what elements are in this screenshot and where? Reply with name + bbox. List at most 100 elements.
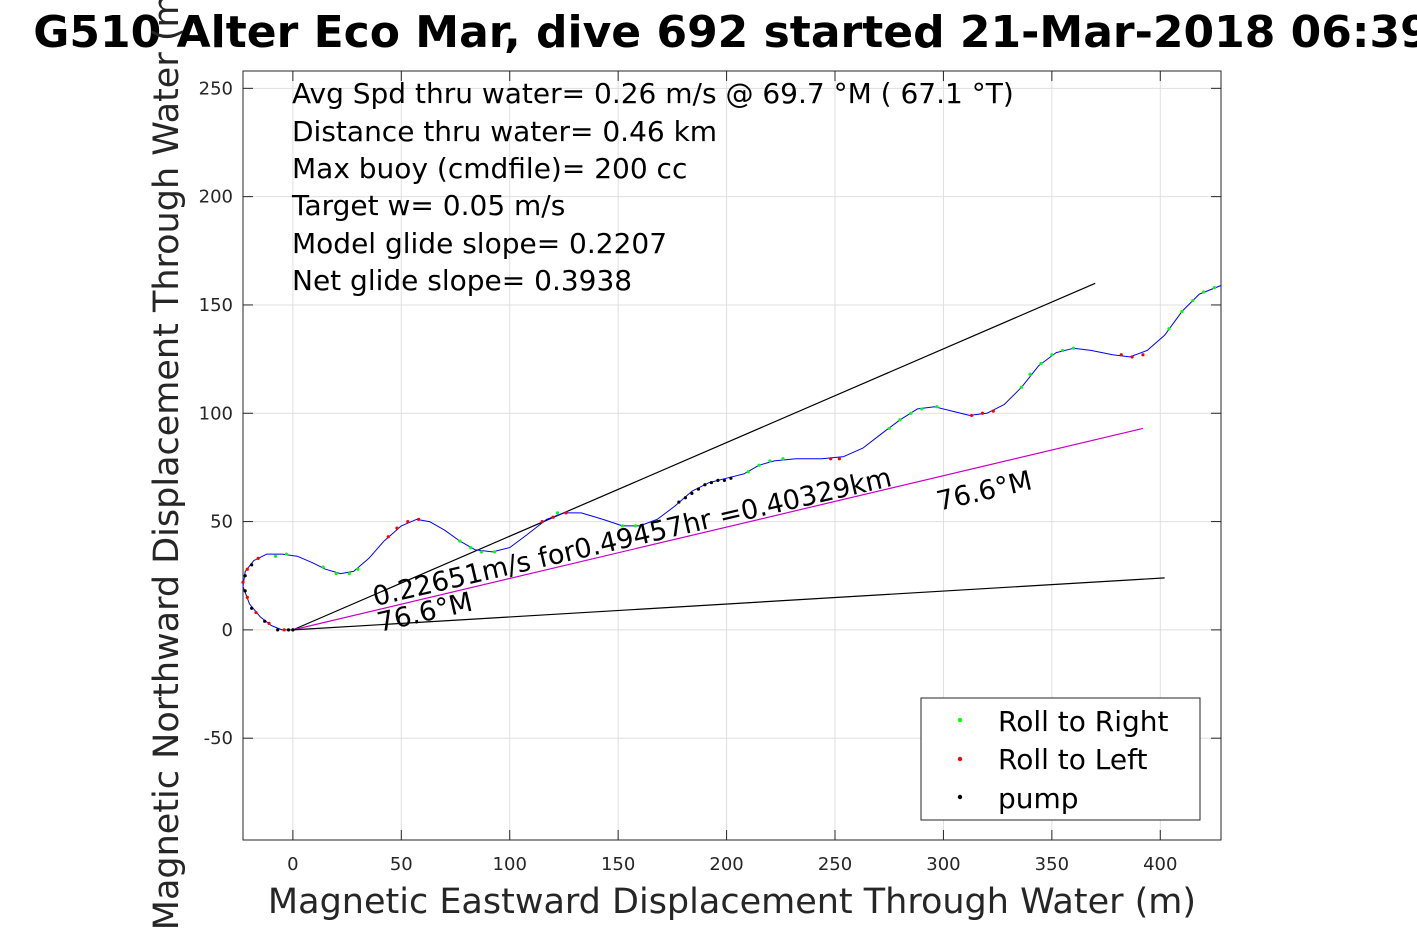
track-markers — [241, 286, 1217, 632]
reference-line-2 — [292, 577, 1165, 631]
roll-left-point — [256, 556, 260, 560]
roll-right-point — [655, 519, 659, 524]
x-tick-label: 400 — [1143, 854, 1177, 875]
roll-right-point — [1019, 385, 1024, 389]
roll-left-point — [241, 580, 245, 584]
pump-point — [291, 628, 295, 632]
roll-left-point — [991, 409, 995, 413]
roll-left-point — [406, 519, 410, 524]
roll-left-point — [837, 457, 841, 461]
y-tick-label: -50 — [204, 728, 233, 749]
roll-right-point — [887, 426, 891, 431]
y-axis-label: Magnetic Northward Displacement Through … — [147, 0, 187, 930]
pump-point — [286, 628, 291, 632]
pump-point — [703, 483, 707, 487]
reference-line-0 — [292, 282, 1096, 631]
roll-right-point — [1071, 346, 1076, 350]
roll-right-point — [746, 470, 750, 474]
roll-right-point — [347, 571, 351, 576]
y-tick-label: 150 — [199, 295, 233, 316]
roll-right-point — [781, 457, 785, 461]
x-axis-label: Magnetic Eastward Displacement Through W… — [268, 882, 1196, 922]
pump-point — [243, 574, 247, 578]
roll-right-point — [469, 545, 473, 550]
roll-right-point — [1028, 372, 1032, 376]
roll-left-point — [417, 517, 421, 522]
axis-ticks: 0 50 100 150 200 250 300 350 400 -50 0 50 100 150 200 2… — [199, 71, 1221, 875]
reference-lines — [292, 282, 1165, 631]
x-tick-label: 250 — [818, 854, 852, 875]
roll-right-point — [768, 459, 772, 463]
pump-point — [709, 480, 713, 485]
roll-right-point — [1180, 309, 1184, 314]
info-line-avg-speed: Avg Spd thru water= 0.26 m/s @ 69.7 °M (… — [292, 77, 1014, 110]
roll-right-point — [920, 407, 924, 411]
pump-point — [722, 478, 727, 483]
pump-point — [243, 589, 247, 593]
legend-marker-roll-left — [957, 756, 963, 762]
roll-right-point — [898, 418, 902, 422]
roll-right-point — [935, 405, 939, 409]
pump-point — [716, 478, 720, 483]
x-tick-label: 200 — [709, 854, 743, 875]
chart-title: G510 Alter Eco Mar, dive 692 started 21-… — [33, 7, 1417, 58]
pump-point — [683, 496, 687, 500]
legend-marker-roll-right — [957, 717, 963, 723]
pump-point — [690, 491, 694, 496]
info-line-net-glide-slope: Net glide slope= 0.3938 — [292, 264, 632, 297]
roll-left-point — [282, 628, 286, 632]
plot-area-frame — [242, 70, 1222, 841]
y-tick-label: 0 — [222, 620, 233, 641]
pump-point — [677, 500, 681, 504]
roll-right-point — [757, 463, 761, 467]
x-tick-label: 0 — [287, 854, 298, 875]
roll-right-point — [334, 571, 338, 576]
roll-left-point — [551, 515, 555, 519]
roll-left-point — [540, 519, 544, 524]
info-line-max-buoy: Max buoy (cmdfile)= 200 cc — [292, 152, 687, 185]
roll-right-point — [1061, 348, 1065, 353]
roll-right-point — [620, 524, 625, 528]
roll-left-point — [1130, 355, 1134, 359]
roll-right-point — [909, 411, 913, 415]
x-tick-label: 350 — [1035, 854, 1069, 875]
roll-left-point — [980, 411, 985, 415]
roll-left-point — [970, 413, 974, 418]
track-annotations: 0.22651m/s for0.49457hr =0.40329km76.6°M… — [370, 462, 1035, 639]
pump-point — [250, 563, 254, 567]
roll-right-point — [1050, 353, 1054, 357]
roll-right-point — [284, 552, 288, 556]
roll-left-point — [254, 610, 258, 615]
roll-right-point — [1167, 327, 1171, 331]
legend-marker-pump — [957, 794, 963, 800]
roll-right-point — [356, 567, 360, 571]
roll-left-point — [395, 526, 399, 530]
roll-right-point — [1191, 299, 1195, 303]
y-tick-label: 250 — [199, 78, 233, 99]
grid — [243, 71, 1221, 840]
glider-track — [242, 285, 1222, 631]
legend-label-roll-left: Roll to Left — [998, 743, 1147, 776]
y-tick-label: 50 — [210, 512, 233, 533]
roll-left-point — [386, 535, 390, 539]
roll-left-point — [1119, 353, 1123, 357]
info-line-distance: Distance thru water= 0.46 km — [292, 115, 717, 148]
pump-point — [250, 606, 254, 610]
track-line — [242, 285, 1222, 631]
reference-line-1 — [292, 427, 1144, 631]
x-tick-label: 300 — [926, 854, 960, 875]
dive-summary-text: Avg Spd thru water= 0.26 m/s @ 69.7 °M (… — [291, 77, 1014, 297]
roll-left-point — [245, 567, 249, 571]
pump-point — [263, 619, 267, 623]
roll-left-point — [245, 595, 249, 599]
roll-left-point — [1141, 353, 1145, 357]
roll-left-point — [829, 457, 833, 461]
roll-right-point — [492, 550, 497, 554]
roll-left-point — [564, 511, 568, 515]
roll-left-point — [267, 621, 271, 625]
roll-right-point — [479, 550, 484, 554]
legend-label-roll-right: Roll to Right — [998, 705, 1169, 738]
info-line-model-glide-slope: Model glide slope= 0.2207 — [292, 227, 667, 260]
legend: Roll to Right Roll to Left pump — [920, 697, 1201, 821]
